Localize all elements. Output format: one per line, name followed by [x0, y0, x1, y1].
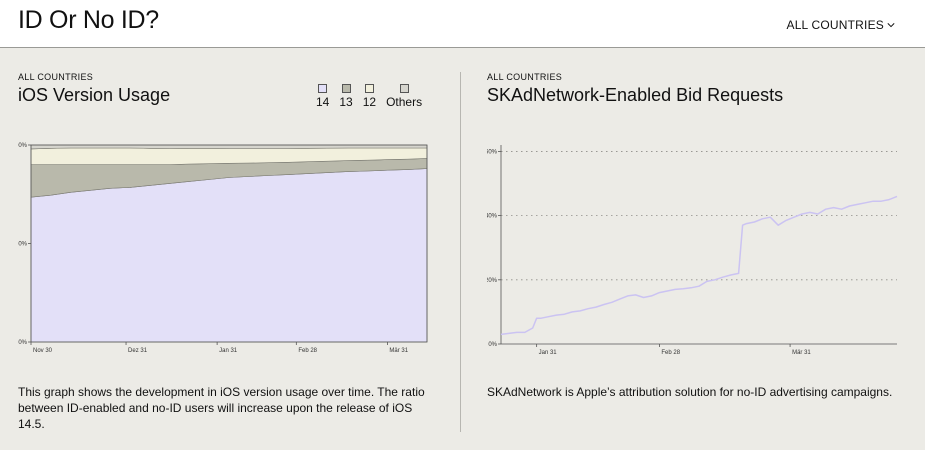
- header: ID Or No ID? ALL COUNTRIES: [0, 0, 925, 48]
- y-tick-label: 0%: [488, 342, 497, 348]
- panel-divider: [460, 72, 461, 432]
- y-tick-label: 40%: [487, 214, 498, 220]
- y-tick-label: 20%: [487, 278, 498, 284]
- legend-item-12[interactable]: 12: [363, 84, 376, 109]
- country-select[interactable]: ALL COUNTRIES: [786, 18, 895, 32]
- skadnetwork-panel: ALL COUNTRIES SKAdNetwork-Enabled Bid Re…: [487, 72, 907, 399]
- y-tick-label: 100%: [18, 143, 28, 149]
- area-series-14: [30, 168, 428, 343]
- ios-version-chart: 0% 50% 100% Nov 30 Dez 31 Jan 31 Feb 28 Mär 31: [18, 143, 428, 354]
- x-tick-label: Feb 28: [661, 350, 680, 356]
- right-panel-title: SKAdNetwork-Enabled Bid Requests: [487, 85, 784, 105]
- left-panel-description: This graph shows the development in iOS …: [18, 385, 425, 431]
- legend-item-others[interactable]: Others: [386, 84, 422, 109]
- legend-label-12: 12: [362, 95, 377, 109]
- ios-version-panel: ALL COUNTRIES iOS Version Usage 14 13 12…: [18, 72, 428, 431]
- x-tick-label: Feb 28: [298, 348, 317, 354]
- x-tick-label: Dez 31: [128, 348, 148, 354]
- legend-item-13[interactable]: 13: [339, 84, 353, 109]
- legend-item-14[interactable]: 14: [316, 84, 329, 109]
- x-tick-label: Jan 31: [219, 348, 238, 354]
- left-panel-eyebrow: ALL COUNTRIES: [18, 72, 94, 82]
- chevron-down-icon: [887, 23, 895, 28]
- bid-request-line: [500, 195, 898, 336]
- x-tick-label: Mär 31: [792, 350, 811, 356]
- skadnetwork-chart: 0% 20% 40% 60% Jan 31 Feb 28 Mär 31: [487, 145, 898, 356]
- left-panel-title: iOS Version Usage: [18, 85, 171, 105]
- legend-swatch-13: [341, 84, 351, 93]
- page-title: ID Or No ID?: [18, 6, 159, 34]
- legend-label-14: 14: [316, 95, 330, 109]
- x-tick-label: Jan 31: [539, 350, 558, 356]
- x-tick-label: Mär 31: [389, 348, 408, 354]
- right-panel-description: SKAdNetwork is Apple’s attribution solut…: [487, 385, 893, 399]
- y-tick-label: 60%: [487, 149, 498, 155]
- legend-swatch-14: [318, 84, 328, 93]
- right-panel-eyebrow: ALL COUNTRIES: [487, 72, 563, 82]
- y-tick-label: 0%: [18, 340, 27, 346]
- legend-swatch-others: [399, 84, 409, 93]
- legend-label-13: 13: [339, 95, 353, 109]
- legend-swatch-12: [364, 84, 374, 93]
- legend-label-others: Others: [386, 95, 423, 109]
- country-select-label: ALL COUNTRIES: [786, 18, 884, 32]
- ios-legend: 14 13 12 Others: [316, 84, 422, 109]
- y-tick-label: 50%: [18, 242, 28, 248]
- x-tick-label: Nov 30: [33, 348, 53, 354]
